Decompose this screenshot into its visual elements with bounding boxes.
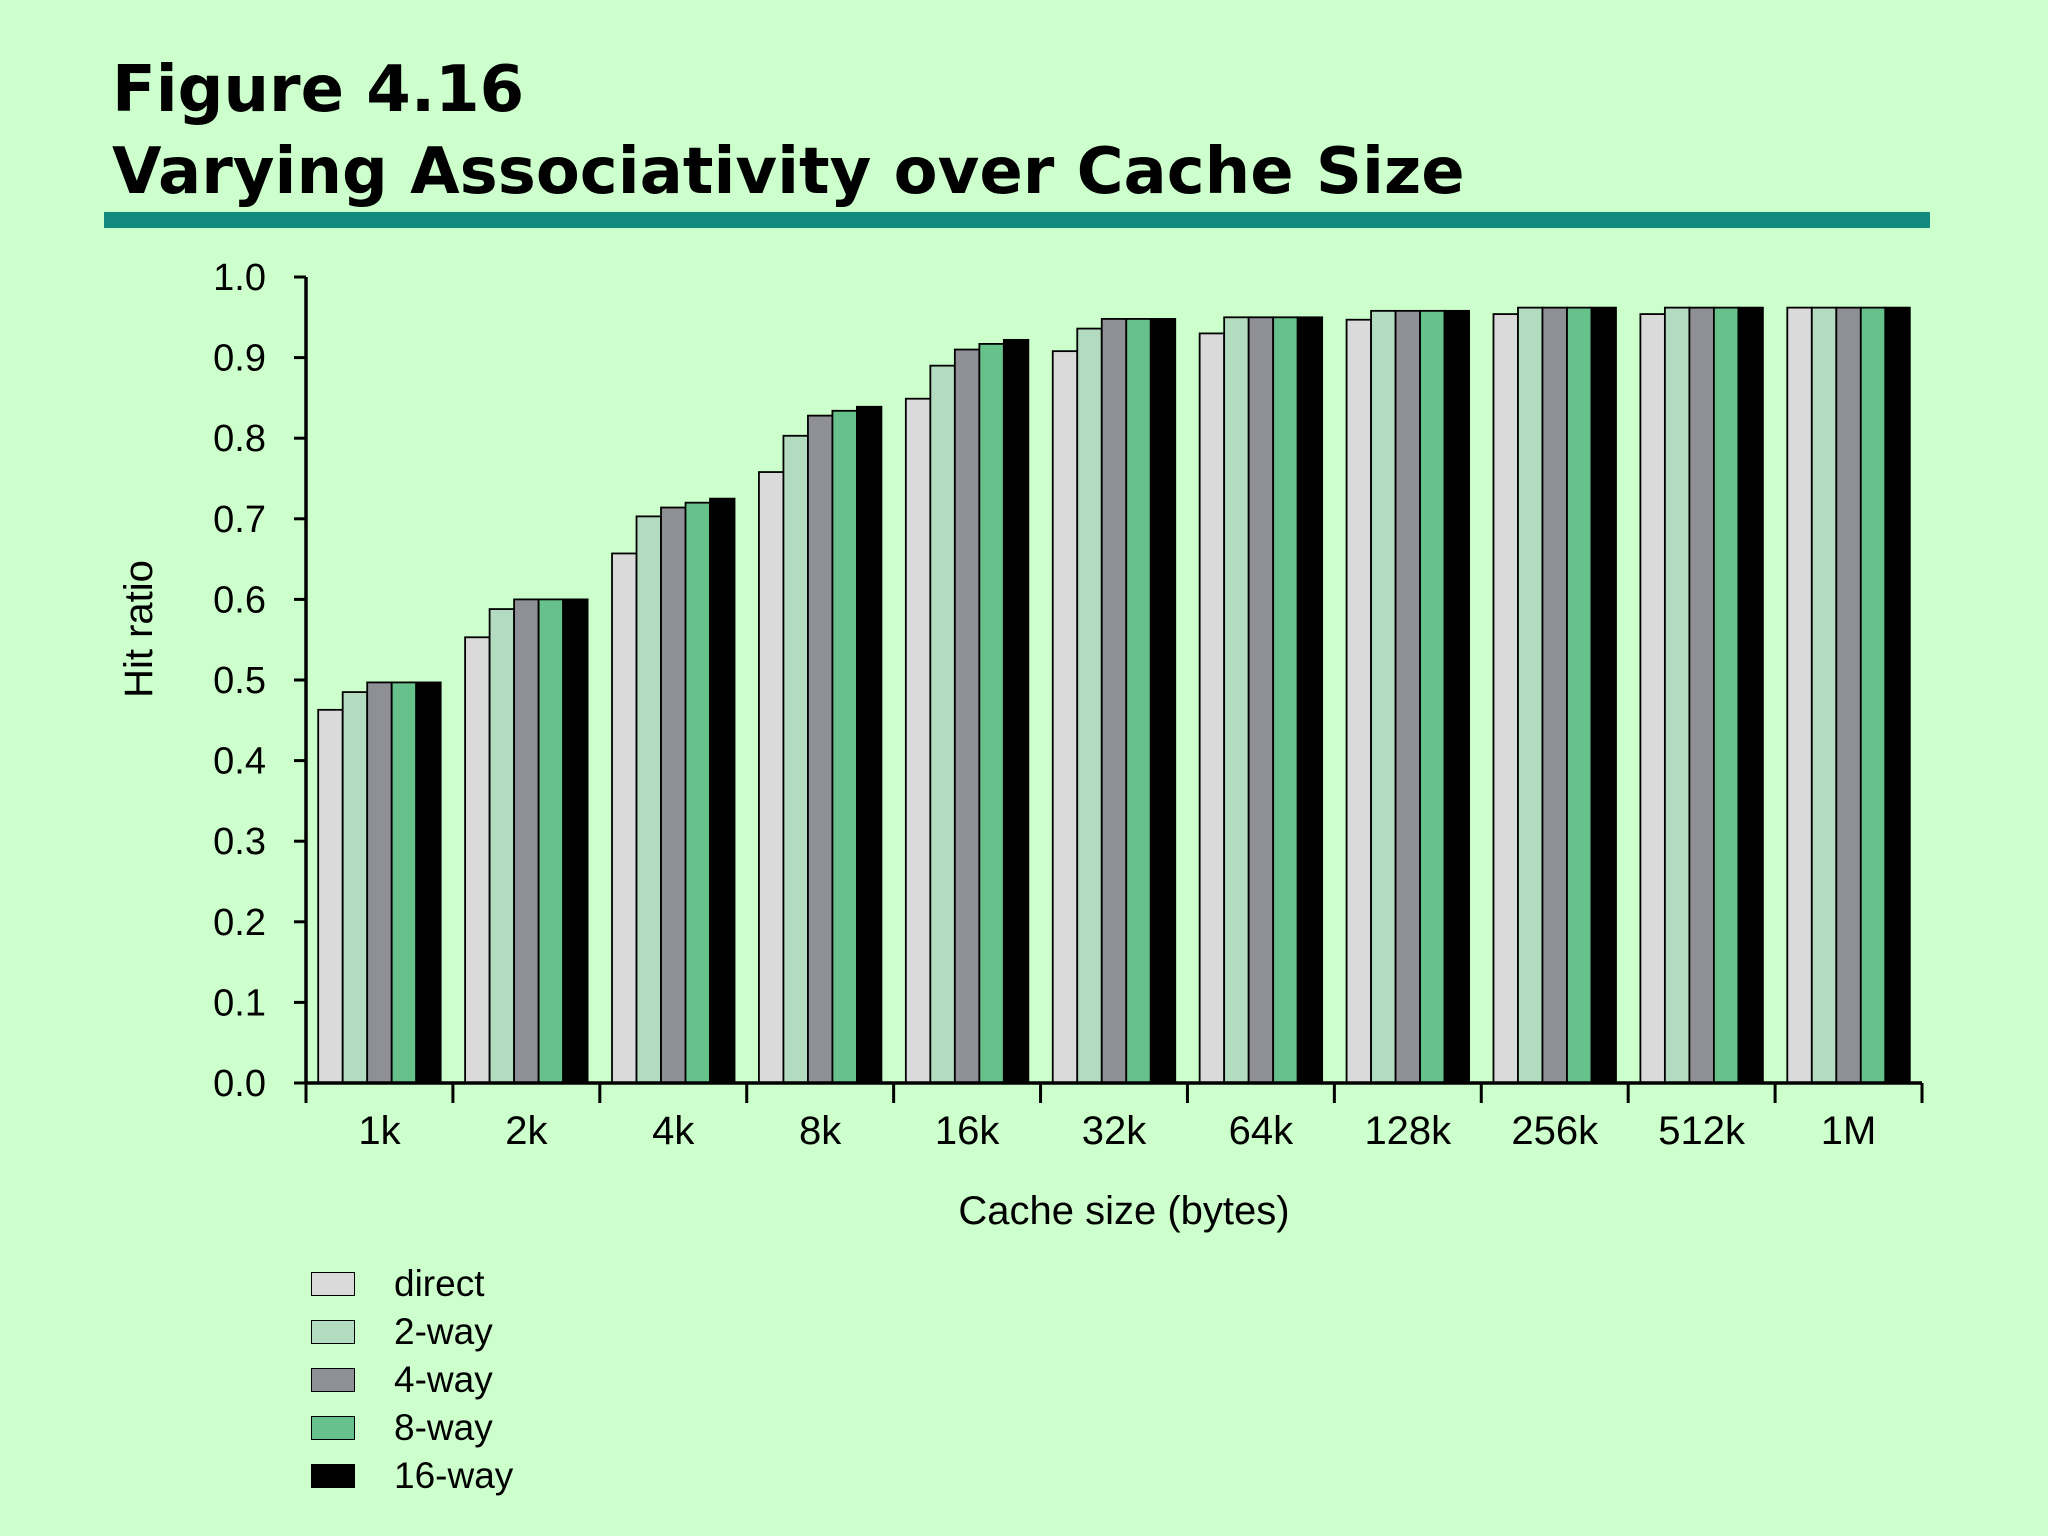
- bar: [1370, 309, 1397, 1084]
- bar: [807, 414, 834, 1084]
- bar: [464, 636, 491, 1084]
- bar: [1492, 313, 1519, 1084]
- bar: [415, 681, 442, 1084]
- bar: [1247, 316, 1275, 1084]
- bar: [1076, 327, 1103, 1084]
- bar: [1541, 306, 1568, 1084]
- bar: [1394, 309, 1421, 1084]
- bar: [1835, 306, 1862, 1084]
- bar: [635, 515, 662, 1084]
- legend-label: direct: [394, 1263, 485, 1304]
- bar: [1663, 306, 1691, 1084]
- x-tick-label: 8k: [799, 1109, 842, 1153]
- bar: [1712, 306, 1740, 1084]
- bar: [1639, 313, 1666, 1084]
- bar: [1272, 316, 1299, 1084]
- bar: [1688, 306, 1715, 1084]
- legend-swatch: [311, 1272, 355, 1296]
- y-tick-label: 0.7: [213, 499, 266, 541]
- figure-title: Varying Associativity over Cache Size: [112, 135, 1465, 209]
- x-tick-label: 16k: [935, 1109, 1000, 1153]
- bar: [1100, 318, 1128, 1084]
- bar: [1737, 306, 1764, 1084]
- bar: [1149, 318, 1177, 1084]
- bar: [513, 598, 540, 1084]
- bar: [1517, 306, 1544, 1084]
- x-tick-label: 2k: [505, 1109, 548, 1153]
- x-tick-label: 128k: [1364, 1109, 1452, 1153]
- y-axis-title: Hit ratio: [117, 560, 161, 698]
- y-tick-label: 0.3: [213, 821, 266, 863]
- y-tick-label: 0.0: [213, 1063, 266, 1105]
- legend-label: 16-way: [394, 1455, 514, 1496]
- bar: [488, 608, 516, 1084]
- x-tick-label: 512k: [1658, 1109, 1746, 1153]
- y-tick-label: 0.9: [213, 338, 266, 380]
- x-tick-label: 1k: [358, 1109, 401, 1153]
- legend-swatch: [311, 1368, 355, 1392]
- y-tick-label: 0.4: [213, 741, 266, 783]
- x-tick-label: 64k: [1229, 1109, 1294, 1153]
- bar: [1002, 338, 1030, 1084]
- bar: [537, 598, 565, 1084]
- bar: [1198, 332, 1226, 1084]
- y-tick-label: 0.5: [213, 660, 266, 702]
- bar: [1810, 306, 1838, 1084]
- title-rule: [104, 212, 1930, 228]
- bar: [1443, 309, 1470, 1084]
- bar: [1566, 306, 1593, 1084]
- bar: [684, 501, 711, 1084]
- bar: [611, 552, 638, 1084]
- bar: [366, 681, 393, 1084]
- bar: [782, 434, 809, 1084]
- legend-swatch: [311, 1320, 355, 1344]
- bar: [1296, 316, 1324, 1084]
- x-tick-label: 4k: [652, 1109, 695, 1153]
- bar: [1786, 306, 1813, 1084]
- bar: [953, 348, 981, 1084]
- bar: [1223, 316, 1250, 1084]
- bar: [1419, 309, 1446, 1084]
- bar: [562, 598, 589, 1084]
- legend-swatch: [311, 1416, 355, 1440]
- y-tick-label: 1.0: [213, 257, 266, 299]
- legend-label: 4-way: [394, 1359, 493, 1400]
- bar: [1884, 306, 1911, 1084]
- y-tick-label: 0.6: [213, 579, 266, 621]
- bar: [978, 342, 1005, 1084]
- bar: [929, 364, 956, 1084]
- bar: [1345, 318, 1372, 1084]
- x-tick-label: 32k: [1082, 1109, 1147, 1153]
- figure-number: Figure 4.16: [112, 53, 525, 127]
- bar: [1859, 306, 1887, 1084]
- x-axis-title: Cache size (bytes): [958, 1189, 1289, 1233]
- y-tick-label: 0.8: [213, 418, 266, 460]
- bar: [831, 409, 858, 1084]
- legend-label: 8-way: [394, 1407, 493, 1448]
- bar: [709, 497, 736, 1084]
- x-tick-label: 256k: [1511, 1109, 1599, 1153]
- bar: [390, 681, 418, 1084]
- bar: [1590, 306, 1617, 1084]
- legend-swatch: [311, 1464, 355, 1488]
- x-tick-label: 1M: [1821, 1109, 1877, 1153]
- y-tick-label: 0.1: [213, 982, 266, 1024]
- bar: [1125, 318, 1152, 1084]
- bar: [341, 691, 369, 1084]
- bar: [660, 506, 687, 1084]
- bar: [1051, 350, 1079, 1084]
- bar: [758, 471, 785, 1084]
- legend-label: 2-way: [394, 1311, 493, 1352]
- bar: [856, 405, 883, 1084]
- bar: [317, 708, 344, 1084]
- bar: [904, 397, 932, 1084]
- y-tick-label: 0.2: [213, 902, 266, 944]
